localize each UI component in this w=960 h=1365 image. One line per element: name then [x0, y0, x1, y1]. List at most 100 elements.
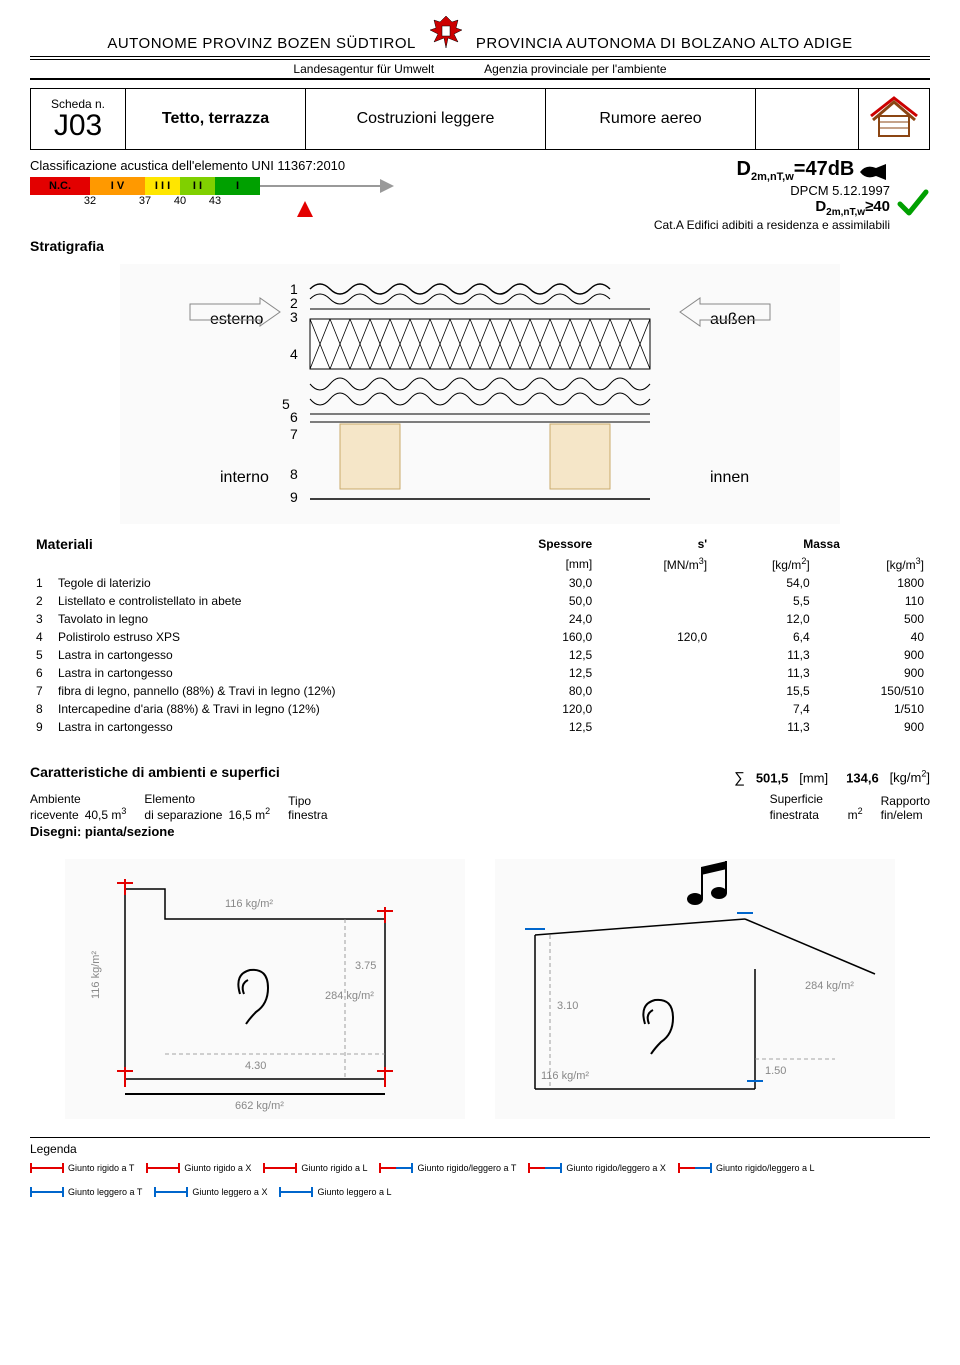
legend-item: Giunto rigido/leggero a T [379, 1162, 516, 1174]
col-spessore: Spessore [462, 534, 598, 554]
tipo-label: Tipo [288, 794, 327, 808]
table-row: 9Lastra in cartongesso12,511,3900 [30, 718, 930, 736]
svg-text:7: 7 [290, 426, 298, 442]
tipo-sub: finestra [288, 808, 327, 822]
card-house-icon-cell [859, 89, 929, 149]
svg-text:8: 8 [290, 466, 298, 482]
card-noise-type: Rumore aereo [546, 89, 756, 149]
stratigraphy-diagram: esterno außen interno innen 1 2 3 4 5 6 … [120, 264, 840, 524]
table-row: 4Polistirolo estruso XPS160,0120,06,440 [30, 628, 930, 646]
element-val: 16,5 m2 [228, 806, 270, 822]
table-row: 3Tavolato in legno24,012,0500 [30, 610, 930, 628]
scale-segment: I [215, 177, 260, 195]
scale-tick: 37 [139, 195, 151, 207]
unit-kgm2: [kg/m2] [713, 554, 816, 574]
svg-text:3.75: 3.75 [355, 960, 376, 972]
legend-item: Giunto leggero a L [279, 1186, 391, 1198]
total-kg-unit: [kg/m2] [890, 770, 930, 785]
characteristics-title: Caratteristiche di ambienti e superfici [30, 764, 280, 780]
legend-label: Giunto rigido a T [68, 1163, 134, 1173]
joint-icon [146, 1162, 180, 1174]
total-kg: 134,6 [846, 770, 879, 785]
svg-text:3: 3 [290, 309, 298, 325]
requirement-value: D2m,nT,w≥40 [654, 198, 890, 218]
svg-text:5: 5 [282, 396, 290, 412]
dpcm-ref: DPCM 5.12.1997 [654, 183, 890, 198]
ambient-label: Ambiente [30, 792, 126, 806]
header-left-title: AUTONOME PROVINZ BOZEN SÜDTIROL [107, 35, 416, 52]
card-id-cell: Scheda n. J03 [31, 89, 126, 149]
legend-row: Giunto rigido a T Giunto rigido a X Giunto… [30, 1162, 930, 1198]
legend-item: Giunto rigido/leggero a X [528, 1162, 666, 1174]
classification-row: Classificazione acustica dell'elemento U… [30, 158, 930, 232]
svg-text:6: 6 [290, 409, 298, 425]
table-row: 2Listellato e controlistellato in abete5… [30, 592, 930, 610]
disegni-title: Disegni: pianta/sezione [30, 824, 930, 839]
scale-tick: 32 [84, 195, 96, 207]
legend-title: Legenda [30, 1137, 930, 1156]
card-construction: Costruzioni leggere [306, 89, 546, 149]
ratio-sub: fin/elem [881, 808, 930, 822]
classification-label: Classificazione acustica dell'elemento U… [30, 158, 654, 173]
col-s: s' [598, 534, 713, 554]
svg-text:4.30: 4.30 [245, 1060, 266, 1072]
joint-icon [528, 1162, 562, 1174]
total-mm: 501,5 [756, 770, 789, 785]
house-roof-icon [869, 94, 919, 144]
surf-sub: finestrata [770, 808, 819, 822]
category-a: Cat.A Edifici adibiti a residenza e assi… [654, 218, 890, 232]
card-id: J03 [54, 111, 102, 141]
svg-text:284 kg/m²: 284 kg/m² [325, 990, 374, 1002]
legend-label: Giunto rigido a X [184, 1163, 251, 1173]
legend-item: Giunto leggero a T [30, 1186, 142, 1198]
characteristics-totals: ∑ 501,5 [mm] 134,6 [kg/m2] [734, 769, 930, 786]
card-row: Scheda n. J03 Tetto, terrazza Costruzion… [30, 88, 930, 150]
scale-tick: 40 [174, 195, 186, 207]
scale-marker-icon [297, 201, 313, 217]
table-row: 6Lastra in cartongesso12,511,3900 [30, 664, 930, 682]
joint-icon [263, 1162, 297, 1174]
legend-label: Giunto leggero a T [68, 1187, 142, 1197]
horn-icon [858, 162, 890, 182]
svg-text:9: 9 [290, 489, 298, 505]
legend-label: Giunto leggero a X [192, 1187, 267, 1197]
total-mm-unit: [mm] [799, 770, 828, 785]
svg-text:284 kg/m²: 284 kg/m² [805, 980, 854, 992]
surf-unit: m2 [848, 806, 863, 822]
joint-icon [30, 1162, 64, 1174]
label-interno: interno [220, 469, 269, 486]
ambient-sub: ricevente [30, 808, 79, 822]
header-left-sub: Landesagentur für Umwelt [293, 62, 434, 76]
col-massa: Massa [713, 534, 930, 554]
db-value: D2m,nT,w=47dB [737, 158, 855, 180]
legend-label: Giunto rigido/leggero a T [417, 1163, 516, 1173]
table-row: 7fibra di legno, pannello (88%) & Travi … [30, 682, 930, 700]
legend-label: Giunto leggero a L [317, 1187, 391, 1197]
legend-label: Giunto rigido/leggero a L [716, 1163, 815, 1173]
scale-segment: I I I [145, 177, 180, 195]
section-drawing: 116 kg/m² 284 kg/m² 3.10 1.50 [495, 859, 895, 1119]
table-row: 8Intercapedine d'aria (88%) & Travi in l… [30, 700, 930, 718]
legend-item: Giunto rigido/leggero a L [678, 1162, 815, 1174]
document-subheader: Landesagentur für Umwelt Agenzia provinc… [30, 59, 930, 80]
ambient-val: 40,5 m3 [85, 806, 127, 822]
table-row: 1Tegole di laterizio30,054,01800 [30, 574, 930, 592]
legend-item: Giunto rigido a L [263, 1162, 367, 1174]
ratio-label: Rapporto [881, 794, 930, 808]
card-title: Tetto, terrazza [126, 89, 306, 149]
legend-item: Giunto rigido a T [30, 1162, 134, 1174]
legend-item: Giunto rigido a X [146, 1162, 251, 1174]
characteristics-section: Caratteristiche di ambienti e superfici … [30, 758, 930, 839]
eagle-crest-icon [426, 12, 466, 52]
svg-text:116 kg/m²: 116 kg/m² [541, 1070, 589, 1082]
element-sub: di separazione [144, 808, 222, 822]
joint-icon [154, 1186, 188, 1198]
table-row: 5Lastra in cartongesso12,511,3900 [30, 646, 930, 664]
stratigrafia-title: Stratigrafia [30, 238, 930, 254]
svg-text:116 kg/m²: 116 kg/m² [225, 898, 273, 910]
materials-table: Materiali Spessore s' Massa [mm] [MN/m3]… [30, 534, 930, 736]
svg-text:116 kg/m²: 116 kg/m² [90, 951, 102, 999]
scale-tick: 43 [209, 195, 221, 207]
surf-label: Superficie [770, 792, 863, 806]
legend-label: Giunto rigido/leggero a X [566, 1163, 666, 1173]
